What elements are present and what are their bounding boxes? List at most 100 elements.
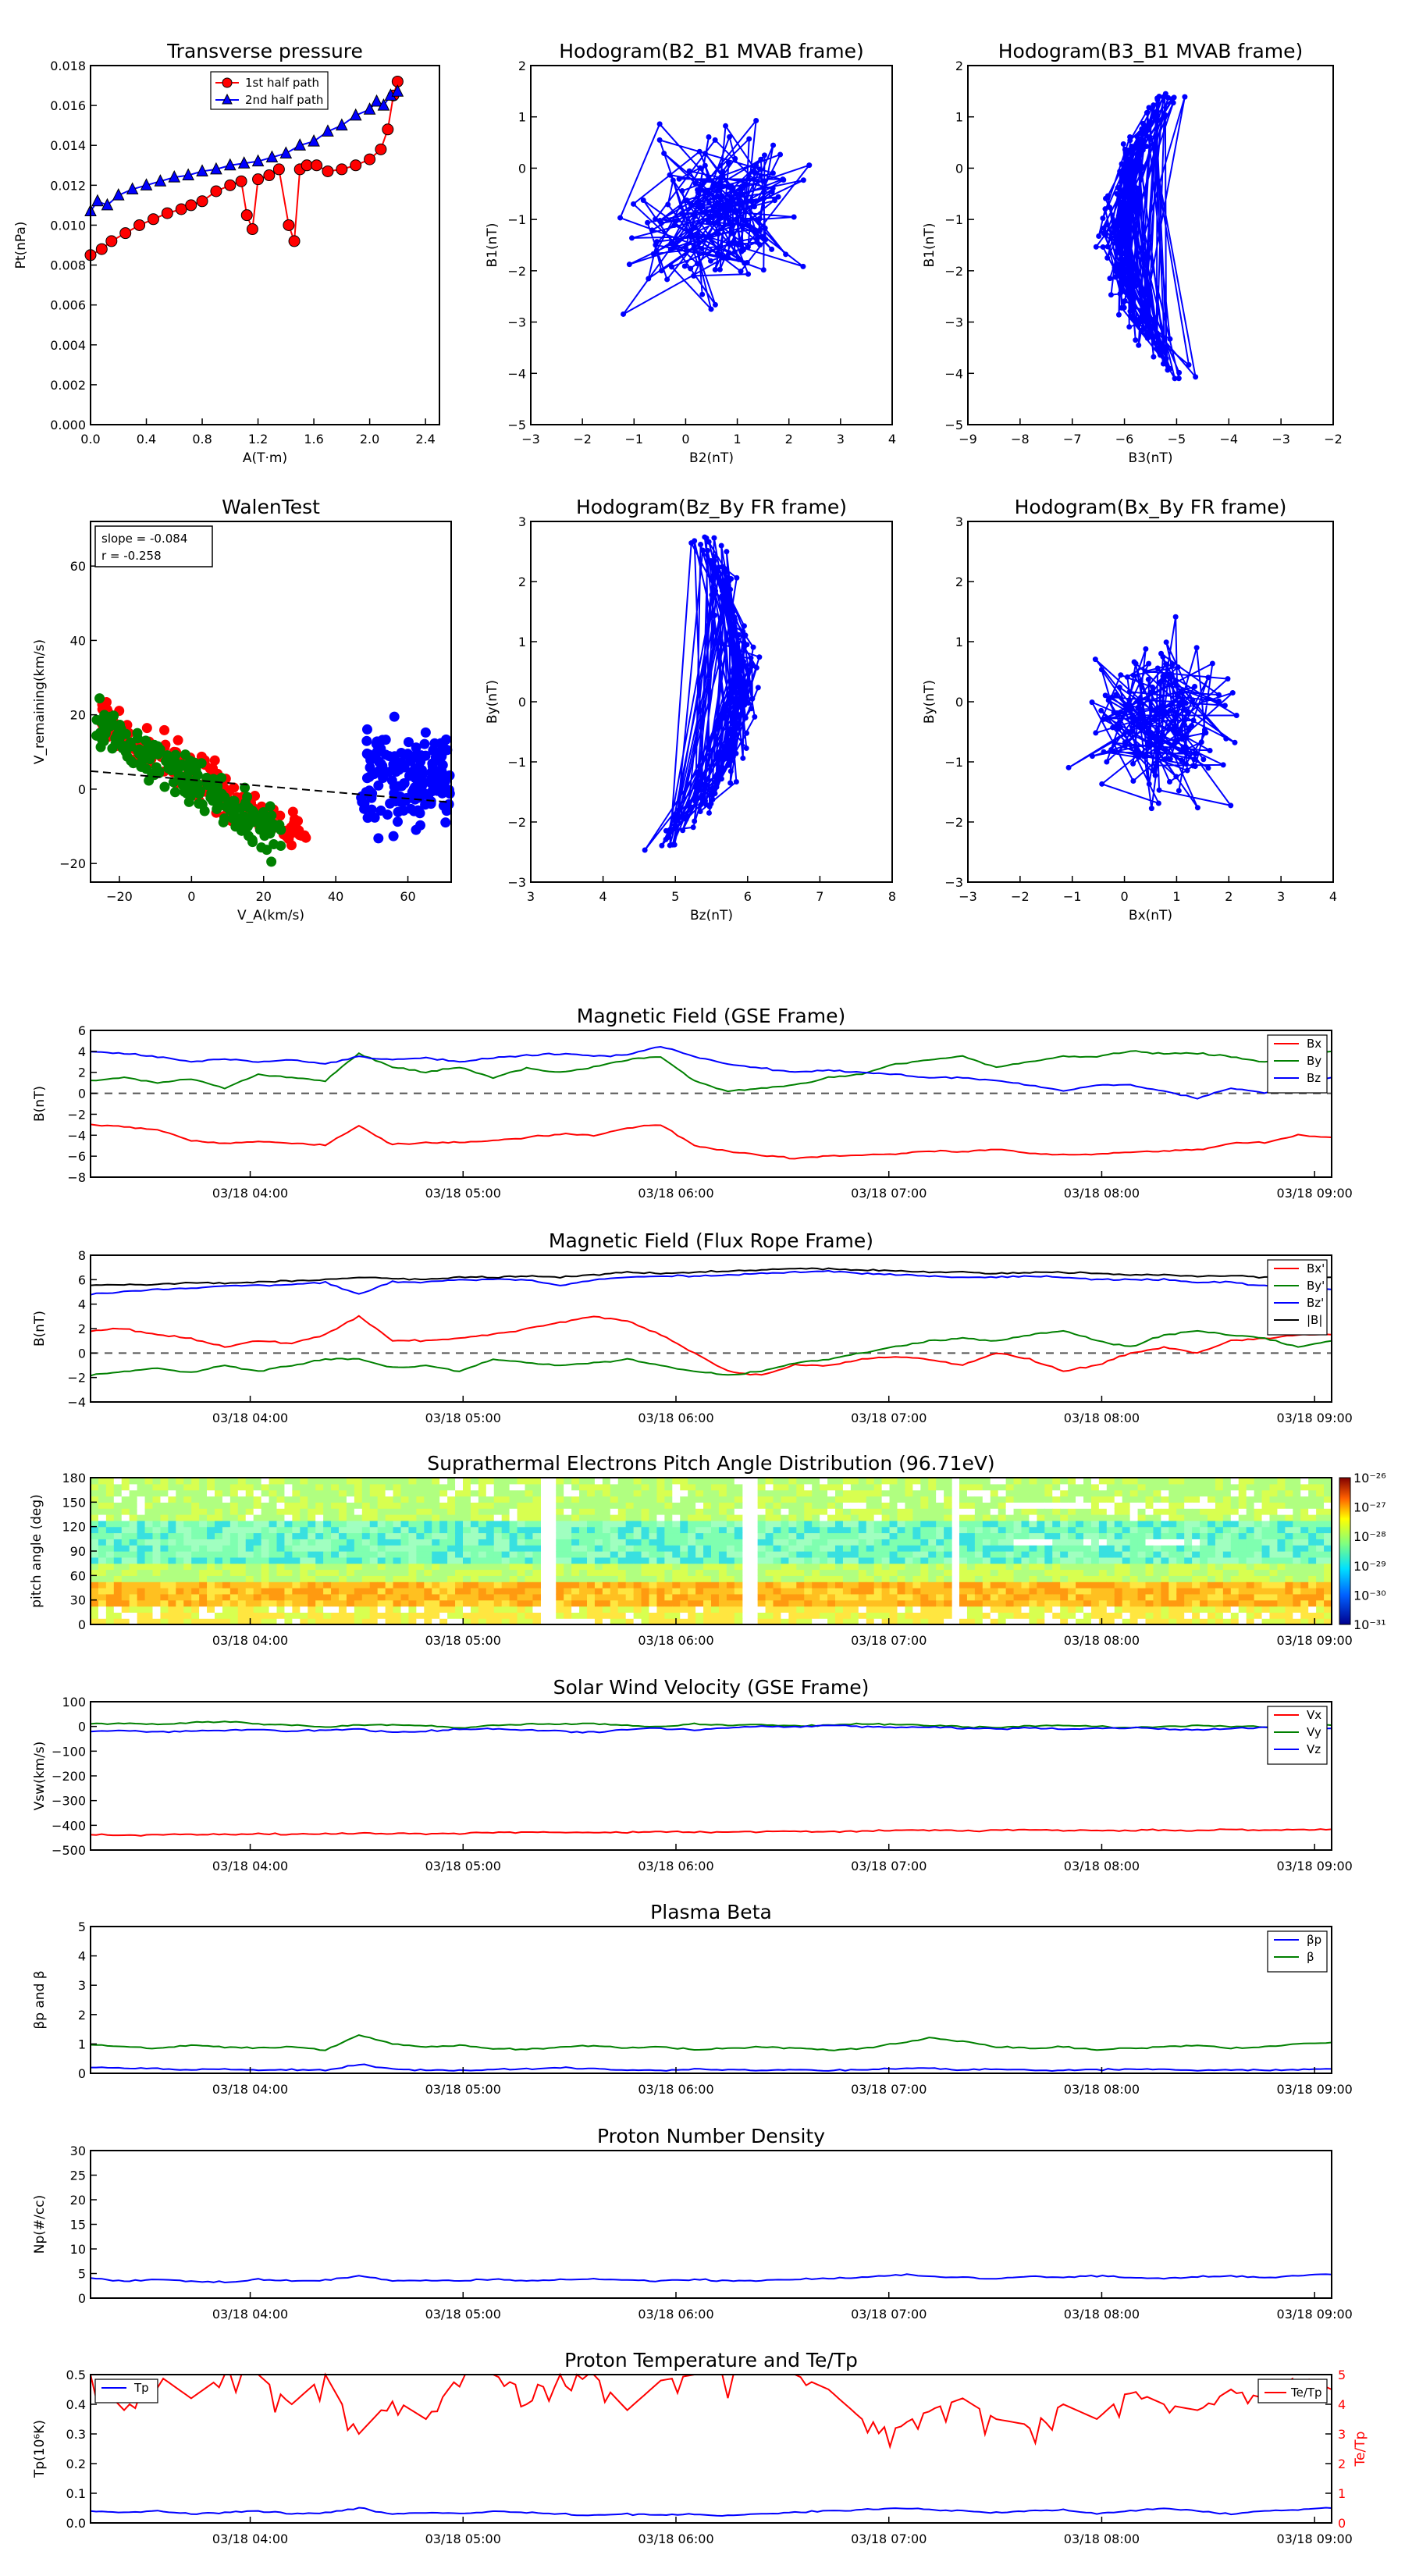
data-point	[252, 173, 265, 186]
heatmap-cell	[990, 1526, 999, 1534]
y-tick-label: 4	[78, 1297, 86, 1312]
heatmap-cell	[1192, 1508, 1200, 1515]
heatmap-cell	[129, 1502, 138, 1509]
heatmap-cell	[1044, 1483, 1053, 1491]
hodogram-point	[1127, 308, 1133, 315]
heatmap-cell	[339, 1612, 347, 1619]
heatmap-cell	[881, 1582, 891, 1589]
y-tick-label: −3	[507, 315, 526, 330]
heatmap-cell	[369, 1575, 379, 1582]
heatmap-cell	[873, 1532, 883, 1539]
heatmap-cell	[773, 1606, 782, 1613]
heatmap-cell	[113, 1539, 123, 1546]
heatmap-cell	[1145, 1478, 1154, 1485]
heatmap-cell	[773, 1532, 782, 1539]
heatmap-cell	[556, 1557, 564, 1564]
heatmap-cell	[812, 1526, 820, 1534]
y-tick-label: 0	[78, 1720, 86, 1735]
heatmap-cell	[602, 1496, 611, 1503]
heatmap-cell	[990, 1582, 999, 1589]
walen-point	[178, 780, 189, 791]
heatmap-cell	[873, 1545, 883, 1552]
hodogram-point	[1167, 707, 1173, 713]
hodogram-point	[1124, 231, 1130, 237]
heatmap-cell	[936, 1557, 944, 1564]
heatmap-cell	[1021, 1606, 1030, 1613]
heatmap-cell	[501, 1545, 510, 1552]
heatmap-cell	[672, 1612, 681, 1619]
heatmap-cell	[493, 1563, 503, 1571]
heatmap-cell	[912, 1489, 921, 1497]
heatmap-cell	[564, 1502, 572, 1509]
series-line	[90, 2273, 1332, 2284]
heatmap-cell	[1145, 1588, 1154, 1595]
heatmap-cell	[920, 1478, 929, 1485]
hodogram-point	[653, 216, 659, 222]
hodogram-point	[713, 784, 720, 790]
heatmap-cell	[835, 1489, 844, 1497]
heatmap-cell	[850, 1606, 859, 1613]
heatmap-cell	[105, 1532, 115, 1539]
heatmap-cell	[269, 1599, 278, 1607]
heatmap-cell	[1029, 1569, 1037, 1576]
heatmap-cell	[804, 1539, 813, 1546]
hodogram-point	[1155, 800, 1161, 806]
heatmap-cell	[998, 1563, 1007, 1571]
heatmap-cell	[680, 1526, 688, 1534]
heatmap-cell	[850, 1489, 859, 1497]
heatmap-cell	[517, 1478, 526, 1485]
heatmap-cell	[928, 1599, 937, 1607]
heatmap-cell	[664, 1588, 673, 1595]
hodogram-point	[1223, 735, 1229, 742]
heatmap-cell	[1013, 1489, 1023, 1497]
heatmap-cell	[1168, 1599, 1177, 1607]
hodogram-point	[698, 802, 704, 808]
heatmap-cell	[734, 1551, 743, 1558]
heatmap-cell	[842, 1582, 852, 1589]
heatmap-cell	[1114, 1539, 1123, 1546]
y-tick-label-right: 2	[1338, 2457, 1346, 2471]
heatmap-cell	[1137, 1575, 1147, 1582]
heatmap-cell	[400, 1483, 410, 1491]
y-tick-label: −1	[944, 755, 963, 770]
heatmap-cell	[98, 1606, 107, 1613]
heatmap-cell	[292, 1588, 301, 1595]
heatmap-cell	[261, 1489, 270, 1497]
plot-frame	[90, 1254, 1332, 1403]
y-tick-label: 0	[518, 161, 526, 176]
heatmap-cell	[400, 1612, 410, 1619]
heatmap-cell	[1076, 1593, 1084, 1601]
heatmap-cell	[920, 1508, 929, 1515]
heatmap-cell	[377, 1612, 386, 1619]
heatmap-cell	[207, 1489, 215, 1497]
heatmap-cell	[229, 1539, 239, 1546]
heatmap-cell	[245, 1569, 254, 1576]
heatmap-cell	[183, 1489, 192, 1497]
heatmap-cell	[168, 1496, 176, 1503]
time-tick-label: 03/18 07:00	[851, 2307, 927, 2322]
heatmap-cell	[129, 1588, 138, 1595]
heatmap-cell	[990, 1514, 999, 1521]
heatmap-cell	[253, 1575, 262, 1582]
heatmap-cell	[718, 1514, 727, 1521]
walen-point	[108, 710, 119, 721]
heatmap-cell	[385, 1508, 394, 1515]
heatmap-cell	[873, 1593, 883, 1601]
heatmap-cell	[633, 1514, 642, 1521]
heatmap-cell	[664, 1618, 673, 1625]
x-axis-label: Bx(nT)	[1129, 908, 1172, 923]
hodogram-point	[1192, 684, 1198, 690]
heatmap-cell	[842, 1483, 852, 1491]
heatmap-cell	[432, 1588, 440, 1595]
heatmap-cell	[1076, 1575, 1084, 1582]
heatmap-cell	[1114, 1514, 1123, 1521]
x-tick-label: −9	[959, 432, 977, 447]
heatmap-cell	[276, 1599, 286, 1607]
hodogram-point	[735, 256, 742, 262]
heatmap-cell	[1161, 1508, 1169, 1515]
heatmap-cell	[385, 1496, 394, 1503]
heatmap-cell	[788, 1520, 797, 1528]
data-point	[377, 98, 390, 111]
heatmap-cell	[191, 1502, 200, 1509]
heatmap-cell	[207, 1508, 215, 1515]
